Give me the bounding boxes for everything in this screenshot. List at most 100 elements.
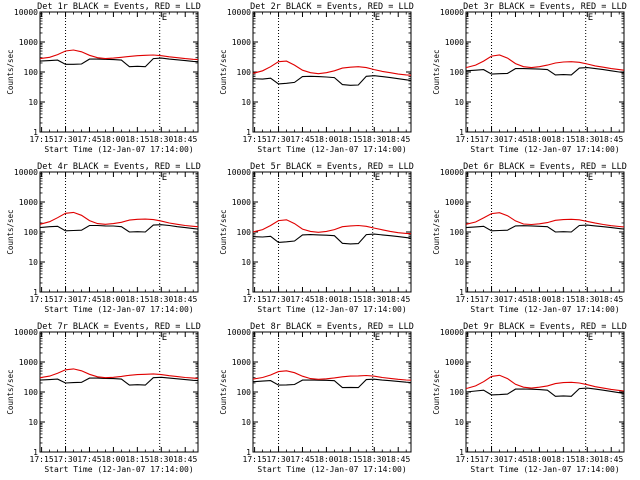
x-tick-label: 17:30 bbox=[266, 135, 290, 144]
detector-chart: Det 9r BLACK = Events, RED = LLD 1 10 100 10… bbox=[432, 322, 627, 474]
y-tick-label: 10 bbox=[241, 418, 251, 427]
x-axis-label: Start Time (12-Jan-07 17:14:00) bbox=[44, 305, 193, 314]
x-tick-label: 17:15 bbox=[30, 295, 54, 304]
x-tick-label: 17:45 bbox=[290, 135, 314, 144]
y-tick-label: 100 bbox=[237, 68, 252, 77]
plot-frame bbox=[39, 331, 199, 453]
detector-panel: Det 8r BLACK = Events, RED = LLD 1 10 100 10… bbox=[213, 320, 426, 480]
event-marker: E bbox=[588, 333, 593, 343]
x-tick-label: 18:30 bbox=[149, 135, 173, 144]
series-lld-line bbox=[465, 54, 625, 71]
detector-panel: Det 2r BLACK = Events, RED = LLD 1 10 100 10… bbox=[213, 0, 426, 160]
event-marker: E bbox=[375, 333, 380, 343]
series-events-line bbox=[39, 224, 199, 233]
event-marker: E bbox=[588, 173, 593, 183]
y-tick-label: 1000 bbox=[445, 358, 464, 367]
detector-panel: Det 5r BLACK = Events, RED = LLD 1 10 100 10… bbox=[213, 160, 426, 320]
y-tick-label: 10 bbox=[28, 98, 38, 107]
plot-frame bbox=[465, 11, 625, 133]
event-marker: E bbox=[588, 13, 593, 23]
x-tick-label: 18:45 bbox=[386, 135, 410, 144]
detector-chart: Det 2r BLACK = Events, RED = LLD 1 10 100 10… bbox=[219, 2, 414, 154]
x-tick-label: 17:15 bbox=[456, 135, 480, 144]
y-tick-label: 10 bbox=[28, 258, 38, 267]
x-tick-label: 18:00 bbox=[527, 295, 551, 304]
x-tick-label: 18:00 bbox=[527, 455, 551, 464]
series-lld-line bbox=[252, 60, 412, 76]
y-tick-label: 1 bbox=[33, 288, 38, 297]
series-events-line bbox=[252, 75, 412, 86]
y-tick-label: 100 bbox=[237, 228, 252, 237]
event-marker: E bbox=[162, 13, 167, 23]
x-tick-label: 18:15 bbox=[551, 135, 575, 144]
y-tick-label: 1 bbox=[33, 448, 38, 457]
event-marker: E bbox=[375, 173, 380, 183]
y-axis-label: Counts/sec bbox=[219, 369, 228, 414]
x-tick-label: 18:00 bbox=[314, 135, 338, 144]
y-tick-label: 1000 bbox=[445, 198, 464, 207]
y-tick-label: 10000 bbox=[227, 168, 251, 177]
y-tick-label: 1 bbox=[459, 128, 464, 137]
x-tick-label: 18:15 bbox=[551, 295, 575, 304]
y-tick-label: 1000 bbox=[19, 358, 38, 367]
y-tick-label: 1000 bbox=[445, 38, 464, 47]
detector-chart: Det 7r BLACK = Events, RED = LLD 1 10 100 10… bbox=[6, 322, 201, 474]
event-marker: E bbox=[162, 173, 167, 183]
y-tick-label: 1 bbox=[459, 448, 464, 457]
plot-frame bbox=[39, 11, 199, 133]
series-lld-line bbox=[252, 219, 412, 235]
plot-frame bbox=[252, 331, 412, 453]
chart-title: Det 8r BLACK = Events, RED = LLD bbox=[250, 322, 414, 332]
x-tick-label: 17:30 bbox=[266, 455, 290, 464]
x-axis-label: Start Time (12-Jan-07 17:14:00) bbox=[257, 465, 406, 474]
x-tick-label: 18:15 bbox=[338, 455, 362, 464]
plot-frame bbox=[39, 171, 199, 293]
x-tick-label: 18:45 bbox=[173, 135, 197, 144]
x-axis-label: Start Time (12-Jan-07 17:14:00) bbox=[44, 145, 193, 154]
y-axis-label: Counts/sec bbox=[6, 49, 15, 94]
x-tick-label: 18:15 bbox=[125, 135, 149, 144]
x-tick-label: 18:45 bbox=[173, 295, 197, 304]
detector-chart: Det 6r BLACK = Events, RED = LLD 1 10 100 10… bbox=[432, 162, 627, 314]
y-axis-label: Counts/sec bbox=[6, 369, 15, 414]
x-tick-label: 17:30 bbox=[53, 295, 77, 304]
y-tick-label: 10000 bbox=[227, 8, 251, 17]
x-tick-label: 17:45 bbox=[77, 455, 101, 464]
x-tick-label: 17:45 bbox=[77, 135, 101, 144]
y-tick-label: 10 bbox=[28, 418, 38, 427]
detector-panel: Det 7r BLACK = Events, RED = LLD 1 10 100 10… bbox=[0, 320, 213, 480]
x-tick-label: 17:45 bbox=[503, 295, 527, 304]
x-axis-label: Start Time (12-Jan-07 17:14:00) bbox=[470, 145, 619, 154]
x-axis-label: Start Time (12-Jan-07 17:14:00) bbox=[257, 305, 406, 314]
y-axis-label: Counts/sec bbox=[6, 209, 15, 254]
x-tick-label: 17:45 bbox=[290, 295, 314, 304]
detector-panel: Det 1r BLACK = Events, RED = LLD 1 10 100 10… bbox=[0, 0, 213, 160]
series-lld-line bbox=[252, 370, 412, 381]
x-tick-label: 17:30 bbox=[479, 135, 503, 144]
detector-panel: Det 3r BLACK = Events, RED = LLD 1 10 100 10… bbox=[426, 0, 639, 160]
y-tick-label: 1 bbox=[246, 448, 251, 457]
detector-panel: Det 9r BLACK = Events, RED = LLD 1 10 100 10… bbox=[426, 320, 639, 480]
chart-title: Det 1r BLACK = Events, RED = LLD bbox=[37, 2, 201, 12]
x-tick-label: 17:30 bbox=[53, 135, 77, 144]
y-tick-label: 100 bbox=[24, 228, 39, 237]
y-tick-label: 1000 bbox=[232, 38, 251, 47]
series-events-line bbox=[39, 57, 199, 68]
series-lld-line bbox=[465, 212, 625, 228]
plot-frame bbox=[465, 331, 625, 453]
x-tick-label: 17:15 bbox=[30, 455, 54, 464]
series-events-line bbox=[465, 224, 625, 233]
y-axis-label: Counts/sec bbox=[432, 49, 441, 94]
y-tick-label: 1 bbox=[246, 288, 251, 297]
x-tick-label: 17:15 bbox=[30, 135, 54, 144]
y-tick-label: 10 bbox=[454, 98, 464, 107]
x-tick-label: 18:30 bbox=[362, 295, 386, 304]
x-tick-label: 18:30 bbox=[362, 135, 386, 144]
x-tick-label: 18:30 bbox=[362, 455, 386, 464]
x-tick-label: 17:30 bbox=[53, 455, 77, 464]
y-tick-label: 10 bbox=[241, 98, 251, 107]
x-tick-label: 17:45 bbox=[290, 455, 314, 464]
x-tick-label: 17:15 bbox=[456, 455, 480, 464]
event-marker: E bbox=[162, 333, 167, 343]
series-lld-line bbox=[39, 49, 199, 61]
